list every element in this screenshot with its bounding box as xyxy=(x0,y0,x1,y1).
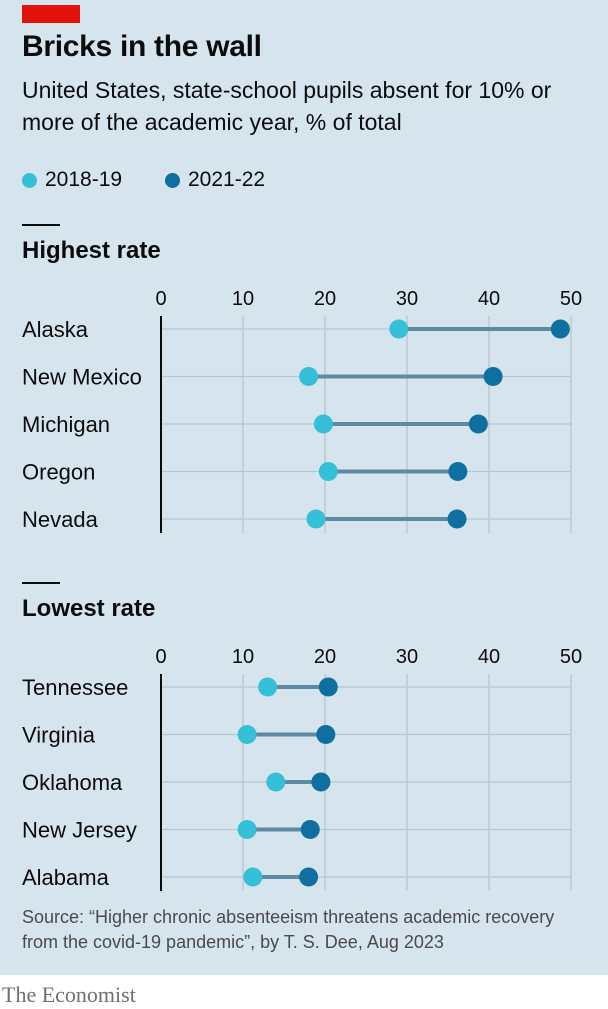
chart-subtitle: United States, state-school pupils absen… xyxy=(22,77,552,135)
tick-label: 0 xyxy=(155,646,166,668)
point-2018-19 xyxy=(299,367,319,386)
point-2018-19 xyxy=(318,462,338,481)
category-label: New Jersey xyxy=(22,818,137,843)
tick-label: 40 xyxy=(478,288,500,310)
tick-label: 50 xyxy=(560,288,582,310)
lowest-rate-chart: Lowest rate 0 10 20 30 40 50 Tennessee Virginia O… xyxy=(22,582,582,891)
point-2021-22 xyxy=(550,319,570,339)
point-2018-19 xyxy=(258,677,278,697)
category-label: Alabama xyxy=(22,865,110,890)
tick-label: 0 xyxy=(155,288,166,310)
chart-panel: Bricks in the wall United States, state-… xyxy=(0,0,608,975)
legend-item-2021-22: 2021-22 xyxy=(165,168,265,192)
legend-item-2018-19: 2018-19 xyxy=(22,168,122,192)
tick-label: 50 xyxy=(560,646,582,668)
tick-label: 30 xyxy=(396,288,418,310)
tick-label: 10 xyxy=(232,646,254,668)
source-note: Source: “Higher chronic absenteeism thre… xyxy=(22,907,555,952)
category-label: Oklahoma xyxy=(22,770,123,795)
tick-label: 10 xyxy=(232,288,254,310)
footer: The Economist xyxy=(0,980,608,1009)
tick-label: 20 xyxy=(314,288,336,310)
point-2018-19 xyxy=(237,725,257,744)
point-2018-19 xyxy=(306,509,326,529)
tick-label: 30 xyxy=(396,646,418,668)
point-2021-22 xyxy=(316,725,336,744)
point-2018-19 xyxy=(389,319,409,339)
category-label: New Mexico xyxy=(22,365,142,390)
point-2021-22 xyxy=(483,367,503,386)
section-title: Lowest rate xyxy=(22,595,155,622)
legend-label-2018-19: 2018-19 xyxy=(45,168,123,191)
chart-title: Bricks in the wall xyxy=(22,30,262,63)
point-2021-22 xyxy=(447,509,467,529)
brand-red-tag xyxy=(22,5,80,23)
highest-rate-chart: Highest rate 0 10 20 30 40 50 Alaska New Mexico M… xyxy=(22,224,582,533)
point-2021-22 xyxy=(318,677,338,697)
point-2018-19 xyxy=(243,867,263,887)
legend-label-2021-22: 2021-22 xyxy=(188,168,266,191)
category-label: Alaska xyxy=(22,317,89,342)
category-label: Nevada xyxy=(22,507,99,532)
category-label: Michigan xyxy=(22,412,110,437)
section-title: Highest rate xyxy=(22,237,161,264)
tick-label: 40 xyxy=(478,646,500,668)
tick-label: 20 xyxy=(314,646,336,668)
legend-dot-2018-19 xyxy=(22,172,37,188)
point-2021-22 xyxy=(311,772,331,792)
point-2018-19 xyxy=(266,772,286,792)
point-2021-22 xyxy=(300,820,320,839)
point-2018-19 xyxy=(237,820,257,839)
economist-wordmark: The Economist xyxy=(2,982,136,1007)
category-label: Tennessee xyxy=(22,675,128,700)
point-2021-22 xyxy=(299,867,319,887)
point-2021-22 xyxy=(448,462,468,481)
point-2021-22 xyxy=(468,414,488,434)
category-label: Virginia xyxy=(22,723,96,748)
point-2018-19 xyxy=(313,414,333,434)
legend-dot-2021-22 xyxy=(165,172,180,188)
category-label: Oregon xyxy=(22,460,95,485)
